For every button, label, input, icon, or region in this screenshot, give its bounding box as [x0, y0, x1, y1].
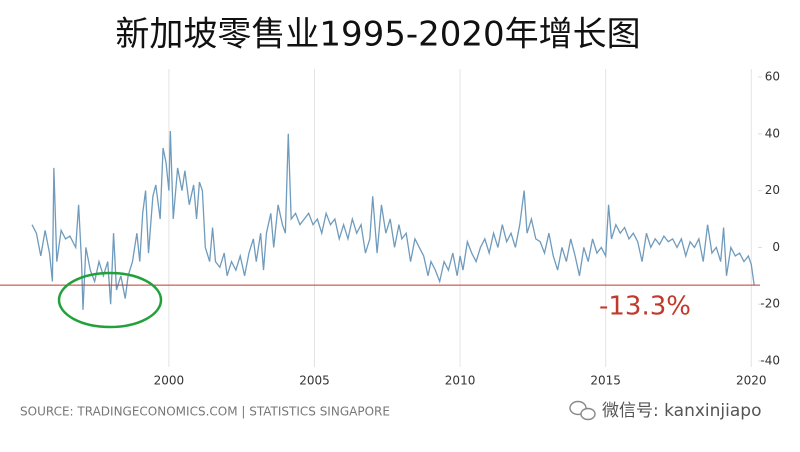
- y-tick-label: 40: [765, 126, 780, 140]
- y-tick-label: -40: [760, 354, 780, 368]
- y-tick-label: 0: [772, 240, 780, 254]
- y-tick-label: 20: [765, 183, 780, 197]
- x-tick-label: 2010: [445, 374, 476, 388]
- chart-title: 新加坡零售业1995-2020年增长图: [115, 15, 640, 55]
- highlight-ellipse: [57, 271, 163, 329]
- source-note: SOURCE: TRADINGECONOMICS.COM | STATISTIC…: [20, 405, 390, 419]
- x-tick-label: 2020: [736, 374, 767, 388]
- wechat-icon: [569, 400, 596, 421]
- data-line: [31, 130, 755, 310]
- x-tick-label: 2005: [299, 374, 330, 388]
- icon-bubble: [580, 407, 596, 421]
- y-tick-label: 60: [765, 70, 780, 84]
- x-tick-label: 2015: [590, 374, 621, 388]
- y-tick-label: -20: [760, 297, 780, 311]
- x-tick-label: 2000: [154, 374, 185, 388]
- reference-label: -13.3%: [599, 292, 691, 322]
- watermark: 微信号: kanxinjiapo: [602, 401, 761, 421]
- plot-area: 2000 2005 2010 2015 2020 -40 -20 0 20 40 60 -13.3%: [0, 69, 780, 388]
